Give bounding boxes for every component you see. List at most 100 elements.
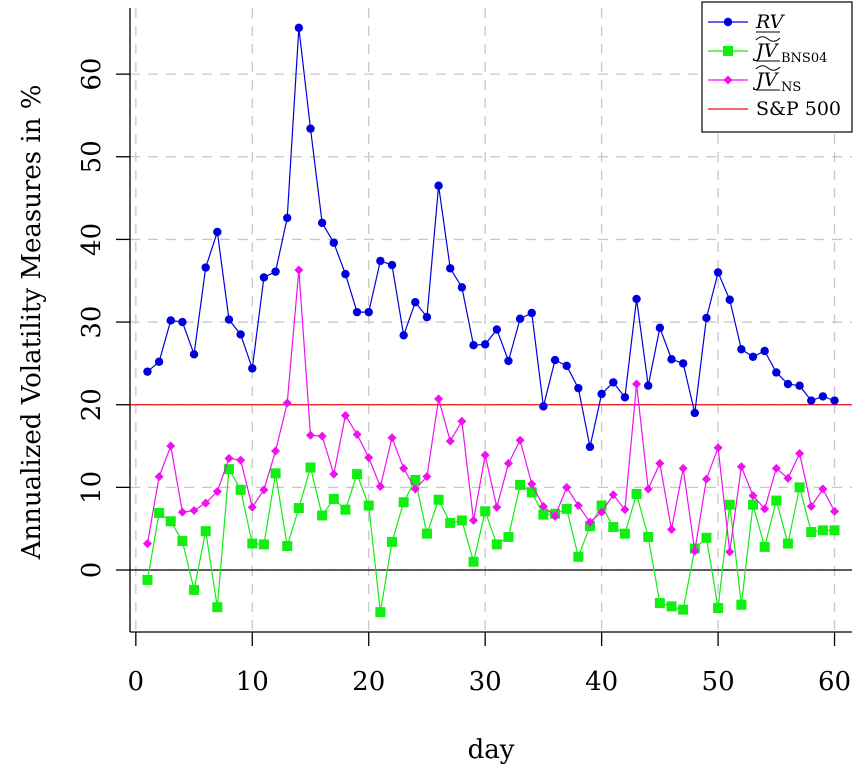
y-tick-label: 40 xyxy=(77,223,107,256)
series-line-2 xyxy=(146,269,836,552)
point-1 xyxy=(573,551,584,562)
point-2 xyxy=(469,515,479,525)
point-0 xyxy=(283,213,292,223)
point-1 xyxy=(701,532,712,543)
point-1 xyxy=(491,539,502,550)
point-1 xyxy=(829,525,840,536)
point-1 xyxy=(596,500,607,511)
x-axis-title: day xyxy=(468,735,515,765)
point-2 xyxy=(713,443,723,453)
point-0 xyxy=(341,269,350,279)
point-0 xyxy=(166,316,175,325)
point-0 xyxy=(807,396,816,405)
y-tick-label: 50 xyxy=(77,140,107,173)
point-0 xyxy=(667,355,676,364)
x-tick-label: 30 xyxy=(469,667,502,697)
point-0 xyxy=(271,267,280,276)
point-0 xyxy=(644,381,653,390)
point-1 xyxy=(387,536,398,547)
point-2 xyxy=(562,482,572,492)
point-2 xyxy=(573,501,583,511)
point-0 xyxy=(317,218,327,228)
point-1 xyxy=(619,528,630,539)
legend-tilde-1 xyxy=(755,36,781,42)
point-2 xyxy=(748,491,758,501)
point-1 xyxy=(189,584,200,595)
point-0 xyxy=(504,356,513,366)
point-1 xyxy=(340,504,351,515)
point-1 xyxy=(142,574,153,585)
point-1 xyxy=(154,507,165,518)
point-2 xyxy=(189,506,199,516)
point-0 xyxy=(422,312,432,322)
point-2 xyxy=(247,502,257,512)
point-1 xyxy=(748,499,759,510)
point-0 xyxy=(795,381,804,390)
y-tick-label: 30 xyxy=(77,306,107,339)
point-1 xyxy=(293,503,304,514)
point-2 xyxy=(457,416,467,426)
point-2 xyxy=(492,502,502,512)
point-1 xyxy=(468,556,479,567)
point-2 xyxy=(177,507,187,517)
point-2 xyxy=(212,486,222,496)
x-tick-label: 60 xyxy=(818,667,851,697)
point-2 xyxy=(445,436,455,446)
point-2 xyxy=(725,547,735,557)
point-1 xyxy=(247,538,258,549)
point-2 xyxy=(154,472,164,482)
point-1 xyxy=(177,536,188,547)
point-2 xyxy=(678,463,688,473)
point-1 xyxy=(433,494,444,505)
point-2 xyxy=(399,463,409,473)
point-1 xyxy=(410,474,421,485)
point-2 xyxy=(515,435,525,445)
legend-label-3: S&P 500 xyxy=(756,98,841,120)
point-1 xyxy=(771,495,782,506)
point-0 xyxy=(515,314,525,323)
point-1 xyxy=(421,528,432,539)
point-2 xyxy=(620,505,630,515)
y-tick-label: 0 xyxy=(77,562,107,579)
point-1 xyxy=(515,479,526,490)
point-0 xyxy=(399,331,408,340)
point-0 xyxy=(446,264,455,273)
point-1 xyxy=(782,538,793,549)
point-0 xyxy=(550,355,560,365)
point-0 xyxy=(178,317,187,327)
point-0 xyxy=(690,408,699,418)
point-0 xyxy=(678,359,688,368)
point-2 xyxy=(410,484,420,494)
point-0 xyxy=(306,124,315,133)
point-1 xyxy=(375,607,386,618)
point-2 xyxy=(655,458,665,468)
point-1 xyxy=(317,510,328,521)
legend-sublabel-2: NS xyxy=(781,80,801,95)
x-tick-label: 50 xyxy=(702,667,735,697)
point-1 xyxy=(480,506,491,517)
x-tick-label: 40 xyxy=(585,667,618,697)
point-2 xyxy=(422,472,432,482)
x-tick-label: 0 xyxy=(128,667,145,697)
point-1 xyxy=(817,525,828,536)
point-2 xyxy=(585,517,595,527)
point-2 xyxy=(608,490,618,500)
legend-tilde-2 xyxy=(755,65,781,71)
point-2 xyxy=(306,430,315,440)
point-0 xyxy=(201,263,210,272)
point-1 xyxy=(223,464,234,475)
point-2 xyxy=(550,511,560,521)
point-2 xyxy=(643,484,653,494)
point-1 xyxy=(713,603,724,614)
point-2 xyxy=(736,462,746,472)
point-1 xyxy=(503,531,514,542)
x-tick-label: 20 xyxy=(352,667,385,697)
point-0 xyxy=(329,238,338,247)
point-0 xyxy=(364,307,373,317)
legend-label-0: RV xyxy=(755,11,786,33)
point-2 xyxy=(503,458,513,468)
point-1 xyxy=(654,598,665,609)
point-0 xyxy=(236,330,245,339)
legend-label-1: JV xyxy=(752,40,780,62)
point-2 xyxy=(527,479,537,489)
